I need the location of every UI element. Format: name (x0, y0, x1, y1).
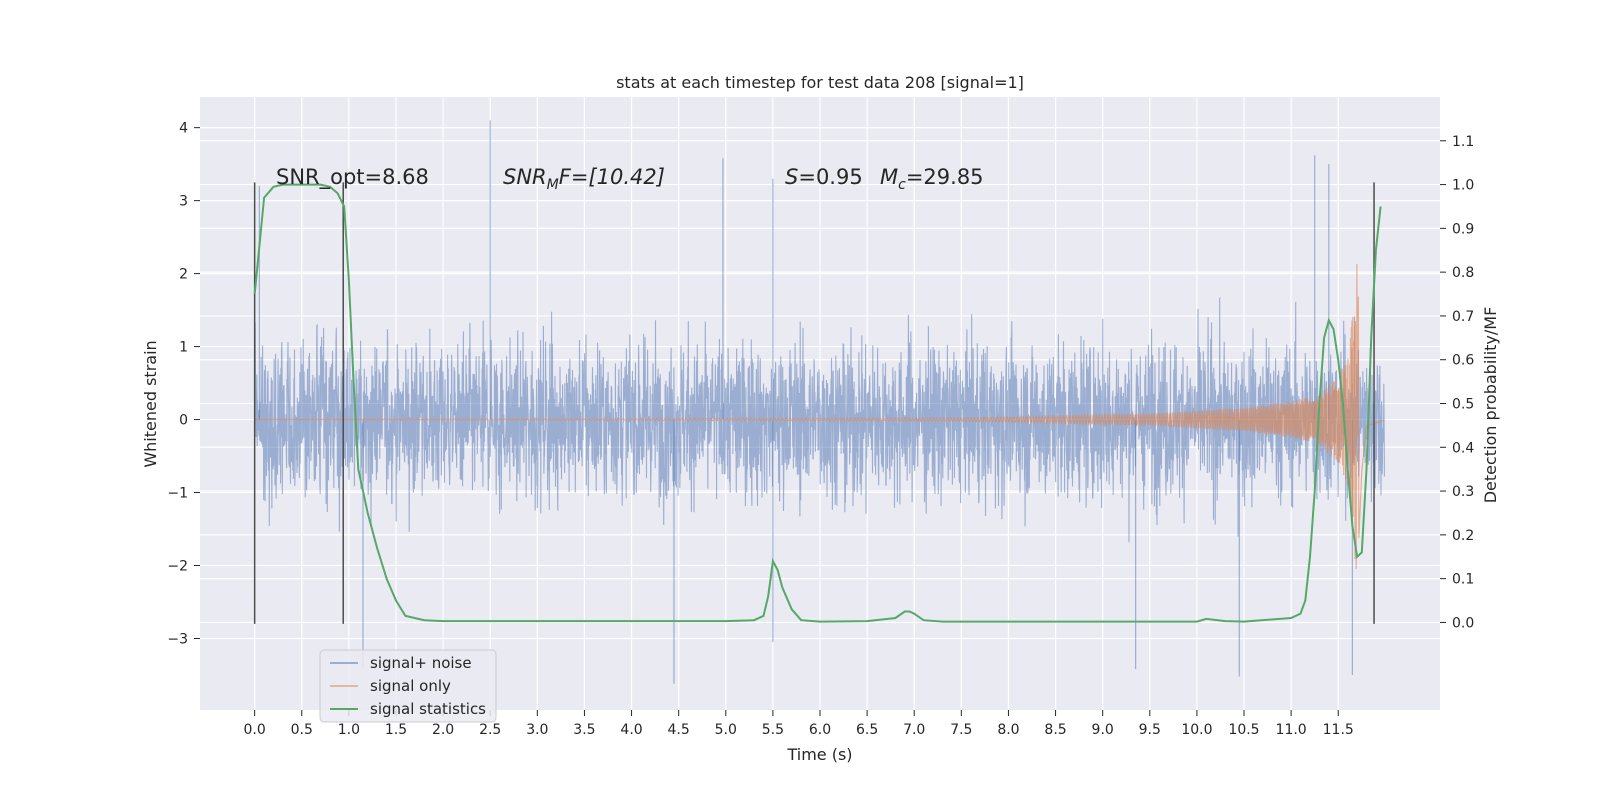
y-tick-label: −2 (167, 559, 188, 575)
y2-tick-label: 1.0 (1452, 178, 1474, 194)
series-signal-only (254, 263, 1385, 570)
x-tick-label: 5.5 (762, 722, 784, 738)
y2-tick-label: 0.0 (1452, 615, 1474, 631)
x-tick-label: 3.0 (526, 722, 548, 738)
x-tick-label: 11.0 (1276, 722, 1307, 738)
x-tick-label: 4.0 (620, 722, 642, 738)
y2-tick-label: 0.1 (1452, 572, 1474, 588)
signal-statistics-line (253, 183, 1382, 623)
signal-only-trace (254, 263, 1385, 570)
y2-tick-label: 0.9 (1452, 221, 1474, 237)
y2-tick-label: 0.7 (1452, 309, 1474, 325)
y2-tick-label: 0.5 (1452, 397, 1474, 413)
y2-axis-label: Detection probability/MF (1481, 307, 1500, 504)
x-tick-label: 9.5 (1139, 722, 1161, 738)
x-axis-label: Time (s) (786, 745, 852, 764)
x-tick-label: 1.0 (338, 722, 360, 738)
annotation-snr-mf: SNRMF=[10.42] (503, 165, 665, 193)
x-tick-label: 9.0 (1092, 722, 1114, 738)
annotation-s: S=0.95 (785, 165, 863, 189)
x-tick-label: 6.5 (856, 722, 878, 738)
x-tick-label: 6.0 (809, 722, 831, 738)
y-tick-label: −1 (167, 486, 188, 502)
chart-title: stats at each timestep for test data 208… (616, 73, 1024, 92)
y2-tick-label: 0.6 (1452, 353, 1474, 369)
legend-label-signal-only: signal only (370, 677, 451, 695)
x-tick-label: 10.0 (1181, 722, 1212, 738)
x-tick-label: 7.5 (950, 722, 972, 738)
x-tick-label: 7.0 (903, 722, 925, 738)
x-tick-label: 3.5 (573, 722, 595, 738)
legend-box (319, 649, 497, 723)
y-axis-label: Whitened strain (141, 340, 160, 467)
legend-label-signal-statistics: signal statistics (370, 700, 486, 718)
x-tick-label: 4.5 (668, 722, 690, 738)
legend: signal+ noise signal only signal statist… (319, 649, 497, 723)
marker-lines (253, 182, 1375, 624)
legend-label-signal-noise: signal+ noise (370, 654, 472, 672)
annotation-snr-opt: SNR_opt=8.68 (276, 165, 429, 190)
x-tick-label: 5.0 (715, 722, 737, 738)
x-tick-label: 8.5 (1044, 722, 1066, 738)
x-tick-label: 0.0 (244, 722, 266, 738)
x-tick-label: 0.5 (291, 722, 313, 738)
x-tick-label: 2.5 (479, 722, 501, 738)
y2-tick-label: 0.4 (1452, 440, 1474, 456)
annotation-mc: Mc=29.85 (880, 165, 984, 193)
y2-tick-label: 0.8 (1452, 265, 1474, 281)
y2-tick-label: 0.2 (1452, 528, 1474, 544)
y-tick-label: −3 (167, 631, 188, 647)
x-tick-label: 10.5 (1228, 722, 1259, 738)
y-tick-label: 3 (179, 194, 188, 210)
x-tick-label: 1.5 (385, 722, 407, 738)
series-signal-statistics (253, 183, 1382, 623)
y-tick-label: 2 (179, 267, 188, 283)
y-tick-label: 4 (179, 121, 188, 137)
y-tick-label: 0 (179, 413, 188, 429)
x-tick-label: 8.0 (997, 722, 1019, 738)
y-axis-ticks: −3 −2 −1 0 1 2 3 4 (167, 121, 200, 647)
x-tick-label: 2.0 (432, 722, 454, 738)
annotations: SNR_opt=8.68 SNRMF=[10.42] S=0.95 Mc=29.… (276, 165, 984, 193)
x-axis-ticks: 0.0 0.5 1.0 1.5 2.0 2.5 3.0 3.5 4.0 4.5 5.0 5.5 6.0 6… (244, 710, 1354, 738)
y2-axis-ticks: 0.0 0.1 0.2 0.3 0.4 0.5 0.6 0.7 0.8 0.9 1.0 1.1 (1440, 134, 1474, 631)
y2-tick-label: 1.1 (1452, 134, 1474, 150)
y-tick-label: 1 (179, 340, 188, 356)
y2-tick-label: 0.3 (1452, 484, 1474, 500)
x-tick-label: 11.5 (1323, 722, 1354, 738)
